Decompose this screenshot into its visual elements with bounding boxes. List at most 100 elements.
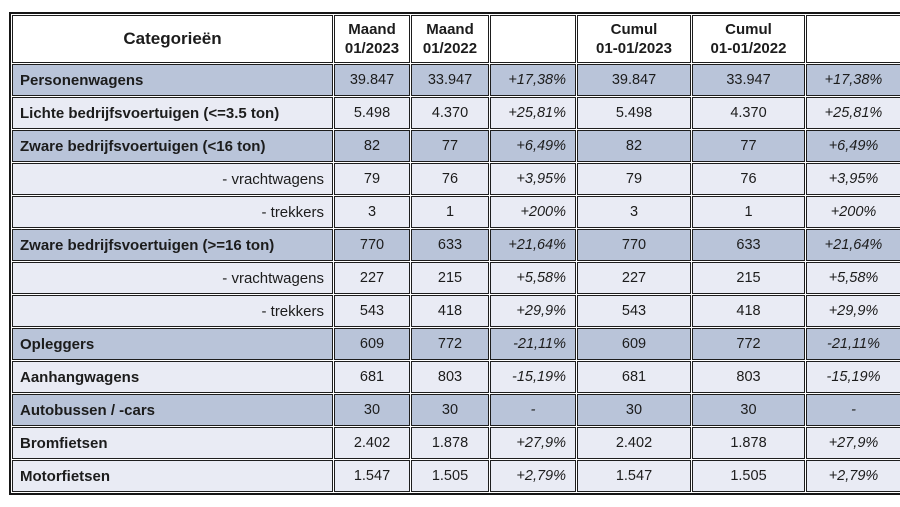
value-cell-cumul-2023: 543 — [577, 295, 691, 327]
header-line-1: Maand — [426, 20, 474, 38]
percent-cell-cumul: +2,79% — [806, 460, 900, 492]
value-cell-cumul-2022: 633 — [692, 229, 805, 261]
header-line-1: Maand — [348, 20, 396, 38]
percent-cell-cumul: +29,9% — [806, 295, 900, 327]
value-cell-maand-2023: 681 — [334, 361, 410, 393]
category-cell: Opleggers — [12, 328, 333, 360]
page: Categorieën Maand 01/2023 Maand 01/2022 … — [9, 12, 900, 495]
value-cell-cumul-2023: 3 — [577, 196, 691, 228]
value-cell-cumul-2023: 2.402 — [577, 427, 691, 459]
table-row: - trekkers 543 418 +29,9% 543 418 +29,9% — [12, 295, 900, 327]
value-cell-maand-2022: 4.370 — [411, 97, 489, 129]
category-cell: - trekkers — [12, 295, 333, 327]
value-cell-maand-2023: 227 — [334, 262, 410, 294]
percent-cell-maand: +3,95% — [490, 163, 576, 195]
table-row: Lichte bedrijfsvoertuigen (<=3.5 ton) 5.… — [12, 97, 900, 129]
column-header-cumul-2022: Cumul 01-01/2022 — [692, 15, 805, 63]
value-cell-maand-2022: 30 — [411, 394, 489, 426]
value-cell-maand-2023: 5.498 — [334, 97, 410, 129]
value-cell-maand-2022: 633 — [411, 229, 489, 261]
table-row: Motorfietsen 1.547 1.505 +2,79% 1.547 1.… — [12, 460, 900, 492]
value-cell-cumul-2023: 1.547 — [577, 460, 691, 492]
table-row: Zware bedrijfsvoertuigen (>=16 ton) 770 … — [12, 229, 900, 261]
table-row: Personenwagens 39.847 33.947 +17,38% 39.… — [12, 64, 900, 96]
column-header-categories: Categorieën — [12, 15, 333, 63]
percent-cell-cumul: +27,9% — [806, 427, 900, 459]
header-line-1: Cumul — [610, 20, 658, 38]
value-cell-maand-2022: 215 — [411, 262, 489, 294]
value-cell-maand-2022: 77 — [411, 130, 489, 162]
value-cell-maand-2022: 418 — [411, 295, 489, 327]
value-cell-cumul-2023: 681 — [577, 361, 691, 393]
value-cell-maand-2023: 79 — [334, 163, 410, 195]
value-cell-cumul-2022: 215 — [692, 262, 805, 294]
percent-cell-maand: +2,79% — [490, 460, 576, 492]
vehicle-registrations-table: Categorieën Maand 01/2023 Maand 01/2022 … — [9, 12, 900, 495]
table-row: - vrachtwagens 79 76 +3,95% 79 76 +3,95% — [12, 163, 900, 195]
category-cell: Lichte bedrijfsvoertuigen (<=3.5 ton) — [12, 97, 333, 129]
value-cell-maand-2023: 1.547 — [334, 460, 410, 492]
percent-cell-cumul: -21,11% — [806, 328, 900, 360]
value-cell-cumul-2023: 5.498 — [577, 97, 691, 129]
percent-cell-maand: -21,11% — [490, 328, 576, 360]
value-cell-cumul-2022: 1.878 — [692, 427, 805, 459]
percent-cell-maand: +25,81% — [490, 97, 576, 129]
header-line-2: 01/2022 — [422, 40, 478, 57]
table-row: Bromfietsen 2.402 1.878 +27,9% 2.402 1.8… — [12, 427, 900, 459]
percent-cell-maand: +27,9% — [490, 427, 576, 459]
value-cell-cumul-2022: 772 — [692, 328, 805, 360]
value-cell-maand-2023: 543 — [334, 295, 410, 327]
value-cell-cumul-2022: 33.947 — [692, 64, 805, 96]
percent-cell-cumul: +25,81% — [806, 97, 900, 129]
value-cell-maand-2022: 803 — [411, 361, 489, 393]
category-cell: Zware bedrijfsvoertuigen (<16 ton) — [12, 130, 333, 162]
column-header-cumul-percent — [806, 15, 900, 63]
value-cell-maand-2023: 39.847 — [334, 64, 410, 96]
percent-cell-cumul: +21,64% — [806, 229, 900, 261]
table-row: Zware bedrijfsvoertuigen (<16 ton) 82 77… — [12, 130, 900, 162]
category-cell: Autobussen / -cars — [12, 394, 333, 426]
category-cell: Personenwagens — [12, 64, 333, 96]
header-line-2: 01-01/2023 — [596, 40, 672, 57]
percent-cell-cumul: +3,95% — [806, 163, 900, 195]
value-cell-cumul-2022: 76 — [692, 163, 805, 195]
table-header: Categorieën Maand 01/2023 Maand 01/2022 … — [12, 15, 900, 63]
value-cell-maand-2023: 30 — [334, 394, 410, 426]
category-cell: - trekkers — [12, 196, 333, 228]
value-cell-maand-2022: 76 — [411, 163, 489, 195]
percent-cell-cumul: +17,38% — [806, 64, 900, 96]
table-body: Personenwagens 39.847 33.947 +17,38% 39.… — [12, 64, 900, 492]
value-cell-cumul-2023: 30 — [577, 394, 691, 426]
value-cell-maand-2023: 3 — [334, 196, 410, 228]
column-header-maand-2023: Maand 01/2023 — [334, 15, 410, 63]
column-header-maand-2022: Maand 01/2022 — [411, 15, 489, 63]
percent-cell-cumul: +5,58% — [806, 262, 900, 294]
category-cell: Motorfietsen — [12, 460, 333, 492]
value-cell-cumul-2023: 79 — [577, 163, 691, 195]
header-line-2: 01-01/2022 — [710, 40, 787, 57]
percent-cell-maand: +5,58% — [490, 262, 576, 294]
header-row: Categorieën Maand 01/2023 Maand 01/2022 … — [12, 15, 900, 63]
value-cell-cumul-2023: 82 — [577, 130, 691, 162]
percent-cell-maand: - — [490, 394, 576, 426]
column-header-cumul-2023: Cumul 01-01/2023 — [577, 15, 691, 63]
percent-cell-maand: +21,64% — [490, 229, 576, 261]
value-cell-maand-2022: 33.947 — [411, 64, 489, 96]
value-cell-maand-2022: 1.505 — [411, 460, 489, 492]
value-cell-cumul-2022: 1.505 — [692, 460, 805, 492]
value-cell-cumul-2023: 609 — [577, 328, 691, 360]
category-cell: Bromfietsen — [12, 427, 333, 459]
value-cell-cumul-2022: 418 — [692, 295, 805, 327]
value-cell-cumul-2022: 803 — [692, 361, 805, 393]
table-row: - vrachtwagens 227 215 +5,58% 227 215 +5… — [12, 262, 900, 294]
percent-cell-maand: +200% — [490, 196, 576, 228]
percent-cell-cumul: +6,49% — [806, 130, 900, 162]
table-row: Opleggers 609 772 -21,11% 609 772 -21,11… — [12, 328, 900, 360]
column-header-maand-percent — [490, 15, 576, 63]
percent-cell-maand: +6,49% — [490, 130, 576, 162]
value-cell-cumul-2022: 30 — [692, 394, 805, 426]
percent-cell-cumul: - — [806, 394, 900, 426]
value-cell-maand-2023: 2.402 — [334, 427, 410, 459]
value-cell-maand-2023: 609 — [334, 328, 410, 360]
percent-cell-cumul: -15,19% — [806, 361, 900, 393]
